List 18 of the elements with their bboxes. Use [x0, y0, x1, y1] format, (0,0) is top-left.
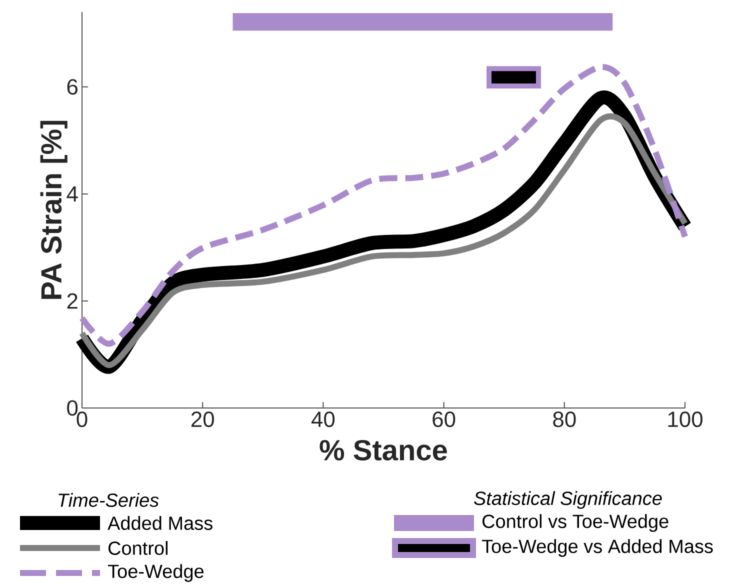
legend-label: Toe-Wedge vs Added Mass	[482, 539, 713, 557]
x-tick-label: 80	[553, 412, 576, 428]
x-tick-label: 40	[311, 412, 335, 428]
y-axis-title: PA Strain [%]	[40, 120, 68, 299]
x-tick-label: 60	[432, 412, 456, 428]
text: Statistical Significance	[474, 491, 662, 509]
y-tick-label: 0	[67, 400, 78, 416]
y-tick-label: 4	[66, 186, 78, 202]
legend-label: Control	[108, 541, 168, 555]
y-tick-label: 6	[67, 79, 78, 95]
x-tick-label: 100	[668, 412, 702, 428]
legend-label: Added Mass	[108, 516, 212, 530]
legend-title: Time-Series	[58, 493, 159, 507]
x-axis-title: % Stance	[320, 440, 447, 460]
y-tick-label: 2	[67, 293, 78, 309]
legend-label: Toe-Wedge	[108, 564, 204, 582]
x-tick-label: 20	[191, 412, 214, 428]
legend-label: Control vs Toe-Wedge	[482, 514, 668, 532]
